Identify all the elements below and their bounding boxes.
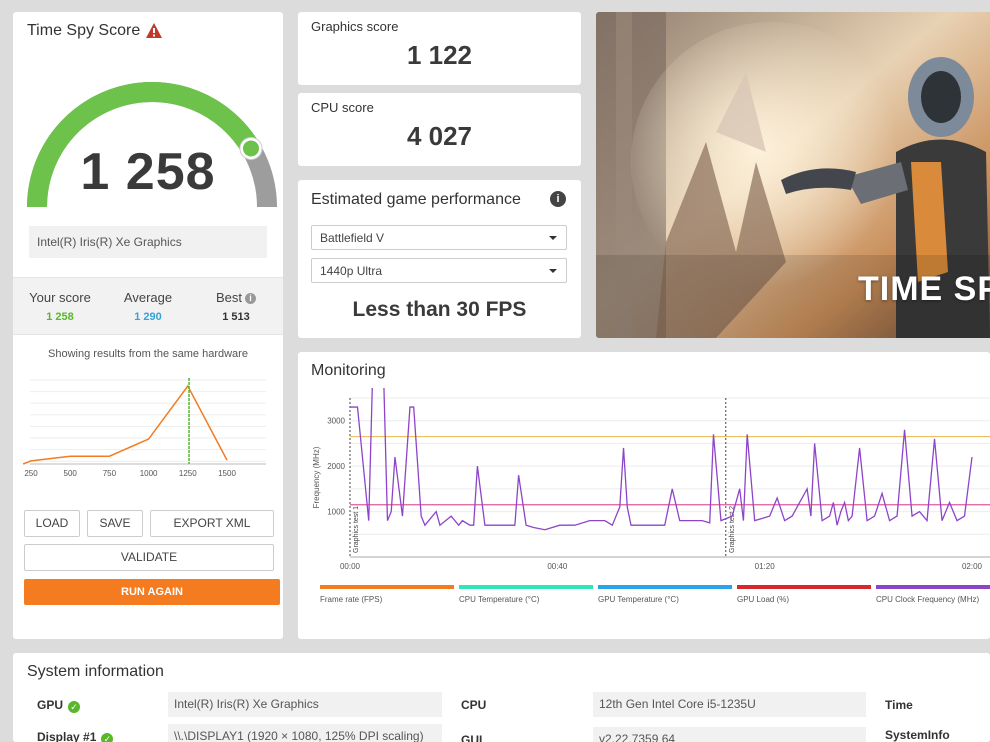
cpu-label: CPU: [461, 698, 487, 712]
legend-swatch: [598, 585, 732, 589]
gpu-label: GPU ✓: [37, 698, 81, 713]
average-label: Average: [123, 290, 173, 305]
average-score: Average 1 290: [103, 290, 193, 323]
y-tick-label: 2000: [327, 462, 345, 471]
run-again-button[interactable]: RUN AGAIN: [24, 579, 280, 605]
system-information-card: System information GPU ✓ Intel(R) Iris(R)…: [13, 653, 990, 742]
x-tick-label: 750: [103, 469, 117, 478]
score-comparison: Your score 1 258 Average 1 290 Best i 1 5…: [13, 277, 283, 335]
time-label: Time: [885, 698, 913, 712]
legend-swatch: [320, 585, 454, 589]
cpu-value: 12th Gen Intel Core i5-1235U: [593, 692, 866, 717]
your-score-value: 1 258: [46, 311, 74, 323]
legend-swatch: [876, 585, 990, 589]
game-select[interactable]: Battlefield V: [311, 225, 567, 250]
validate-button[interactable]: VALIDATE: [24, 544, 274, 571]
legend-swatch: [737, 585, 871, 589]
x-tick-label: 01:20: [755, 562, 776, 571]
total-score: 1 258: [80, 143, 216, 201]
monitoring-title: Monitoring: [311, 362, 386, 379]
graphics-score-label: Graphics score: [311, 19, 399, 34]
systeminfo-label: SystemInfo: [885, 728, 950, 742]
x-tick-label: 500: [64, 469, 78, 478]
legend-label: CPU Temperature (°C): [459, 595, 540, 604]
gpu-name: Intel(R) Iris(R) Xe Graphics: [29, 226, 267, 258]
x-tick-label: 1250: [179, 469, 197, 478]
system-information-title: System information: [27, 663, 164, 680]
distribution-line: [22, 384, 228, 465]
cpu-score-value: 4 027: [406, 121, 473, 151]
legend-label: GPU Temperature (°C): [598, 595, 679, 604]
export-xml-button[interactable]: EXPORT XML: [150, 510, 274, 537]
save-button[interactable]: SAVE: [87, 510, 143, 537]
y-tick-label: 3000: [327, 417, 345, 426]
distribution-caption: Showing results from the same hardware: [48, 348, 248, 360]
graphics-score-value: 1 122: [406, 40, 473, 70]
monitoring-card: Monitoring 1000 2000 3000 Frequency (MHz) 00…: [298, 352, 990, 639]
display-label: Display #1 ✓: [37, 730, 114, 742]
y-tick-label: 1000: [327, 508, 345, 517]
best-score: Best i 1 513: [191, 290, 281, 323]
cpu-score-label: CPU score: [311, 100, 374, 115]
estimated-performance-card: Estimated game performance i Battlefield…: [298, 180, 581, 338]
x-tick-label: 00:40: [547, 562, 568, 571]
game-select-value: Battlefield V: [320, 231, 385, 245]
cpu-score-card: CPU score 4 027: [298, 93, 581, 166]
check-icon: ✓: [68, 701, 81, 713]
y-axis-label: Frequency (MHz): [312, 446, 321, 508]
legend-label: GPU Load (%): [737, 595, 789, 604]
your-score-label: Your score: [29, 290, 91, 305]
warning-icon[interactable]: [146, 23, 162, 38]
x-tick-label: 00:00: [340, 562, 361, 571]
display-value: \\.\DISPLAY1 (1920 × 1080, 125% DPI scal…: [168, 724, 442, 742]
x-tick-label: 1000: [140, 469, 158, 478]
fps-estimate: Less than 30 FPS: [352, 298, 527, 321]
chevron-down-icon: [549, 269, 557, 273]
benchmark-banner-image: TIME SPY: [596, 12, 990, 338]
estimated-performance-title: Estimated game performance: [311, 191, 521, 208]
your-score: Your score 1 258: [15, 290, 105, 323]
resolution-select-value: 1440p Ultra: [320, 264, 383, 278]
banner-title: TIME SPY: [858, 270, 990, 308]
load-button[interactable]: LOAD: [24, 510, 80, 537]
legend-label: CPU Clock Frequency (MHz): [876, 595, 979, 604]
check-icon: ✓: [101, 733, 114, 742]
gauge-fill: [27, 82, 260, 208]
gauge-marker: [242, 140, 259, 157]
best-label: Best: [215, 290, 242, 305]
best-value: 1 513: [222, 311, 250, 323]
gui-label: GUI: [461, 733, 483, 742]
test-marker-label: Graphics test 1: [353, 506, 360, 553]
test-marker-label: Graphics test 2: [729, 506, 736, 553]
chevron-down-icon: [549, 236, 557, 240]
resolution-select[interactable]: 1440p Ultra: [311, 258, 567, 283]
average-value: 1 290: [134, 311, 162, 323]
score-card: Time Spy Score 1 258 Intel(R) Iris(R) Xe…: [13, 12, 283, 639]
legend-swatch: [459, 585, 593, 589]
cpu-clock-series: [350, 388, 973, 531]
x-tick-label: 1500: [218, 469, 236, 478]
score-title: Time Spy Score: [27, 22, 141, 39]
info-icon[interactable]: i: [245, 293, 256, 304]
x-tick-label: 250: [24, 469, 38, 478]
monitoring-chart: 1000 2000 3000 Frequency (MHz) 00:00 00:40 01:…: [312, 388, 990, 604]
gpu-value: Intel(R) Iris(R) Xe Graphics: [168, 692, 442, 717]
x-tick-label: 02:00: [962, 562, 983, 571]
gui-value: v2.22.7359 64: [593, 727, 866, 742]
score-gauge: [27, 82, 277, 208]
banner-artwork: [596, 12, 990, 338]
score-distribution-chart: 250 500 750 1000 1250 1500: [22, 378, 266, 478]
legend-label: Frame rate (FPS): [320, 595, 383, 604]
graphics-score-card: Graphics score 1 122: [298, 12, 581, 85]
info-icon[interactable]: i: [550, 191, 566, 207]
